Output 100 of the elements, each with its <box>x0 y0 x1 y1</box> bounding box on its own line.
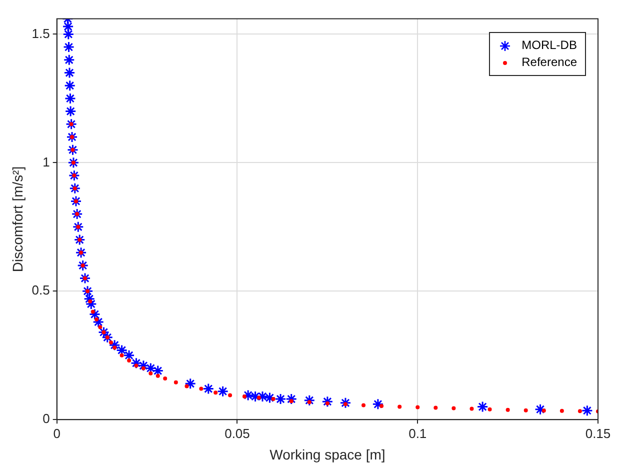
point <box>78 238 82 242</box>
point <box>66 118 78 130</box>
point <box>68 170 80 182</box>
point <box>581 404 593 416</box>
point <box>69 122 74 126</box>
point <box>271 397 276 402</box>
point <box>75 212 80 216</box>
point <box>199 386 204 391</box>
point <box>77 260 89 272</box>
point <box>325 401 330 406</box>
point <box>286 393 298 405</box>
point <box>542 408 546 413</box>
point <box>322 396 334 408</box>
point <box>380 404 384 408</box>
point <box>289 399 294 404</box>
point <box>64 92 76 104</box>
point <box>98 325 102 330</box>
point <box>184 384 189 388</box>
point <box>184 378 196 390</box>
point <box>416 405 420 410</box>
x-tick-label: 0.15 <box>585 426 611 441</box>
point <box>88 299 92 304</box>
point <box>108 340 113 345</box>
y-tick-label: 1 <box>42 154 50 170</box>
point <box>134 364 138 368</box>
point <box>202 383 214 395</box>
x-tick-label: 0.1 <box>408 426 427 441</box>
point <box>156 374 160 378</box>
point <box>105 335 110 340</box>
point <box>64 106 76 118</box>
point <box>506 408 510 412</box>
point <box>256 396 261 400</box>
point <box>217 386 229 398</box>
x-tick-label: 0.05 <box>224 426 250 441</box>
legend-label: MORL-DB <box>522 37 577 54</box>
point <box>524 408 528 412</box>
point <box>228 393 232 398</box>
y-tick-label: 0 <box>42 411 50 426</box>
y-axis-title: Discomfort [m/s²] <box>9 166 26 272</box>
point <box>64 80 76 92</box>
point <box>578 409 582 414</box>
point <box>264 392 276 404</box>
point <box>138 360 150 372</box>
point <box>86 289 90 294</box>
point <box>72 174 76 178</box>
point <box>148 371 153 376</box>
point <box>141 366 146 370</box>
point <box>108 339 120 351</box>
point <box>69 182 81 194</box>
point <box>560 408 564 413</box>
y-tick-label: 0.5 <box>32 282 50 298</box>
point <box>92 316 104 328</box>
point <box>75 246 87 258</box>
point <box>71 160 76 165</box>
point <box>74 234 86 246</box>
point <box>74 199 78 204</box>
point <box>64 67 76 79</box>
point <box>372 398 384 410</box>
point <box>72 186 77 190</box>
point <box>116 344 128 356</box>
point <box>62 20 74 32</box>
point <box>70 195 82 207</box>
point <box>94 317 99 322</box>
point <box>102 330 106 334</box>
point <box>304 394 316 406</box>
point <box>534 404 546 416</box>
point <box>470 406 474 411</box>
point <box>343 402 348 406</box>
x-tick-label: 0 <box>53 426 60 441</box>
point <box>488 407 492 412</box>
point <box>127 358 132 363</box>
y-tick-label: 1.5 <box>32 26 50 41</box>
point <box>79 250 84 255</box>
legend-label: Reference <box>522 54 577 71</box>
point <box>76 224 80 229</box>
point <box>452 406 456 410</box>
point <box>362 403 366 408</box>
point <box>63 54 75 66</box>
point <box>83 276 88 280</box>
point <box>250 390 262 402</box>
point <box>62 28 74 40</box>
point <box>79 272 91 284</box>
point <box>68 156 80 168</box>
point <box>70 134 74 139</box>
point <box>340 397 352 409</box>
point <box>434 406 438 410</box>
point <box>242 389 254 401</box>
x-axis-title: Working space [m] <box>270 446 386 462</box>
point <box>307 400 312 404</box>
point <box>82 285 94 297</box>
point <box>476 401 488 413</box>
point <box>89 308 100 320</box>
point <box>256 390 268 402</box>
point <box>214 390 218 395</box>
point <box>66 144 78 156</box>
point <box>130 357 142 369</box>
point <box>80 263 85 268</box>
point <box>72 221 84 233</box>
point <box>398 404 402 409</box>
point <box>274 393 286 405</box>
